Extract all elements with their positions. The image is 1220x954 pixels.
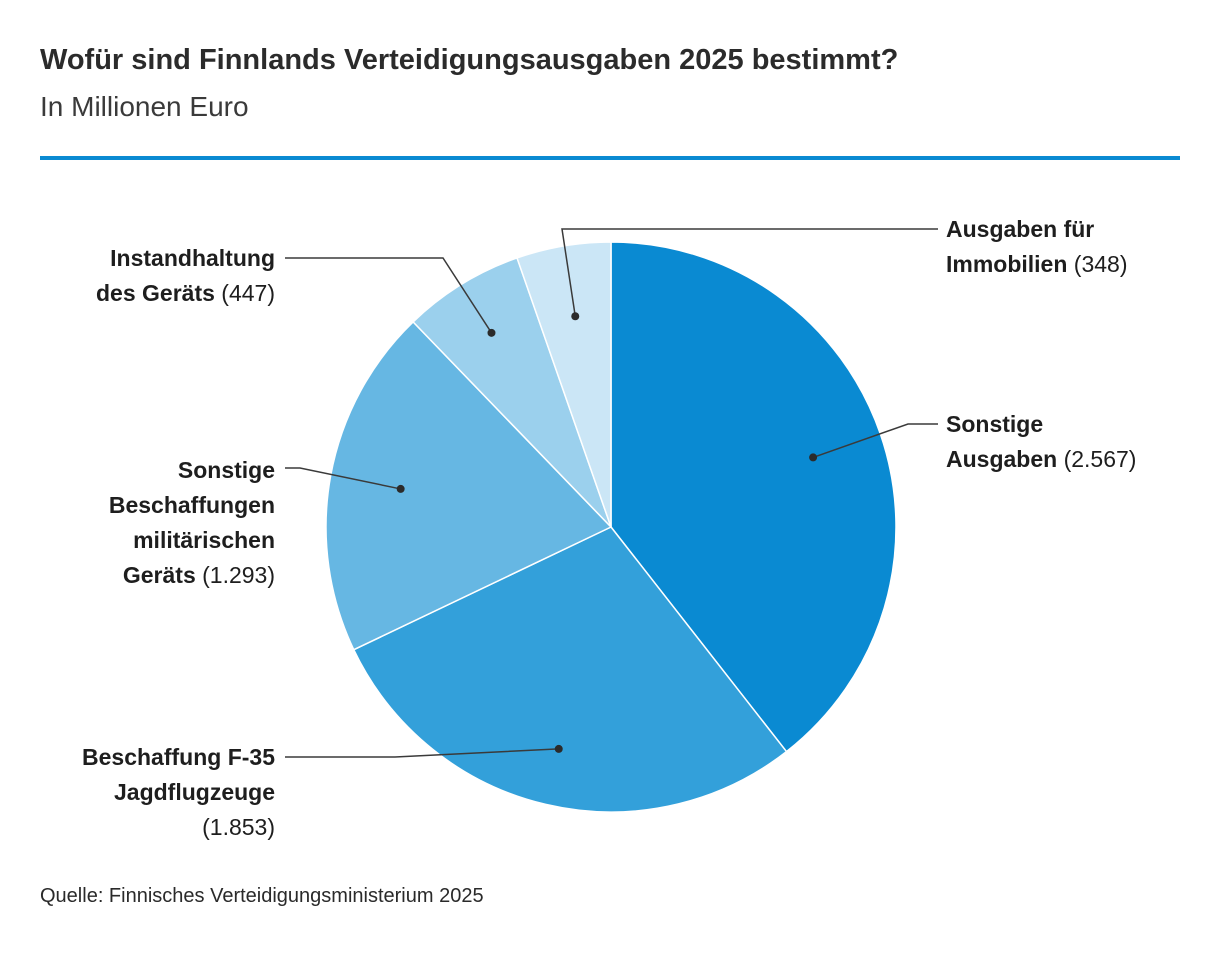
leader-line-sonstige-ausgaben [812,423,938,459]
leader-dot-beschaffung-f-35-jagdflugzeuge [554,744,563,753]
slice-label-text: Immobilien [946,251,1068,277]
leader-dot-ausgaben-fuer-immobilien [571,312,580,321]
pie-slices [325,241,897,813]
leader-line-ausgaben-fuer-immobilien [561,228,938,317]
leader-dot-sonstige-ausgaben [809,453,818,462]
slice-label-text: Geräts [122,562,196,588]
slice-label-text: Sonstige [177,457,275,483]
slice-value-label: (2.567) [1057,446,1137,472]
leader-line-sonstige-beschaffungen-militaerischen-geraets [285,467,401,490]
slice-label-beschaffung-f-35-jagdflugzeuge: Beschaffung F-35 Jagdflugzeuge (1.853) [15,740,275,845]
title-divider [40,156,1180,160]
slice-label-text: Jagdflugzeuge [113,779,275,805]
leader-dot-instandhaltung-des-geraets [487,328,496,337]
slice-value-label: (1.853) [202,814,275,840]
slice-value-label: (447) [214,280,275,306]
leader-lines [285,228,938,758]
pie-slice-sonstige-beschaffungen-militaerischen-geraets [325,320,613,651]
slice-label-text: des Geräts [96,280,215,306]
pie-slice-ausgaben-fuer-immobilien [516,241,612,528]
chart-subtitle: In Millionen Euro [40,91,249,122]
slice-label-text: Sonstige [946,411,1044,437]
slice-label-ausgaben-fuer-immobilien: Ausgaben für Immobilien (348) [946,212,1206,282]
slice-label-text: Ausgaben [946,446,1058,472]
slice-label-text: militärischen [133,527,275,553]
chart-title: Wofür sind Finnlands Verteidigungsausgab… [40,44,899,76]
slice-label-text: Ausgaben für [946,216,1095,242]
slice-label-text: Instandhaltung [110,245,275,271]
slice-value-label: (1.293) [195,562,275,588]
slice-label-sonstige-beschaffungen-militaerischen-geraets: Sonstige Beschaffungen militärischen Geräts… [15,453,275,593]
pie-slice-instandhaltung-des-geraets [412,256,612,528]
slice-label-sonstige-ausgaben: Sonstige Ausgaben (2.567) [946,407,1206,477]
leader-line-beschaffung-f-35-jagdflugzeuge [285,748,559,758]
leader-dot-sonstige-beschaffungen-militaerischen-geraets [396,484,405,493]
slice-value-label: (348) [1067,251,1128,277]
leader-line-instandhaltung-des-geraets [285,257,493,334]
slice-label-text: Beschaffung F-35 [82,744,275,770]
slice-label-instandhaltung-des-geraets: Instandhaltung des Geräts (447) [15,241,275,311]
source-note: Quelle: Finnisches Verteidigungsminister… [40,885,484,907]
slice-label-text: Beschaffungen [108,492,275,518]
